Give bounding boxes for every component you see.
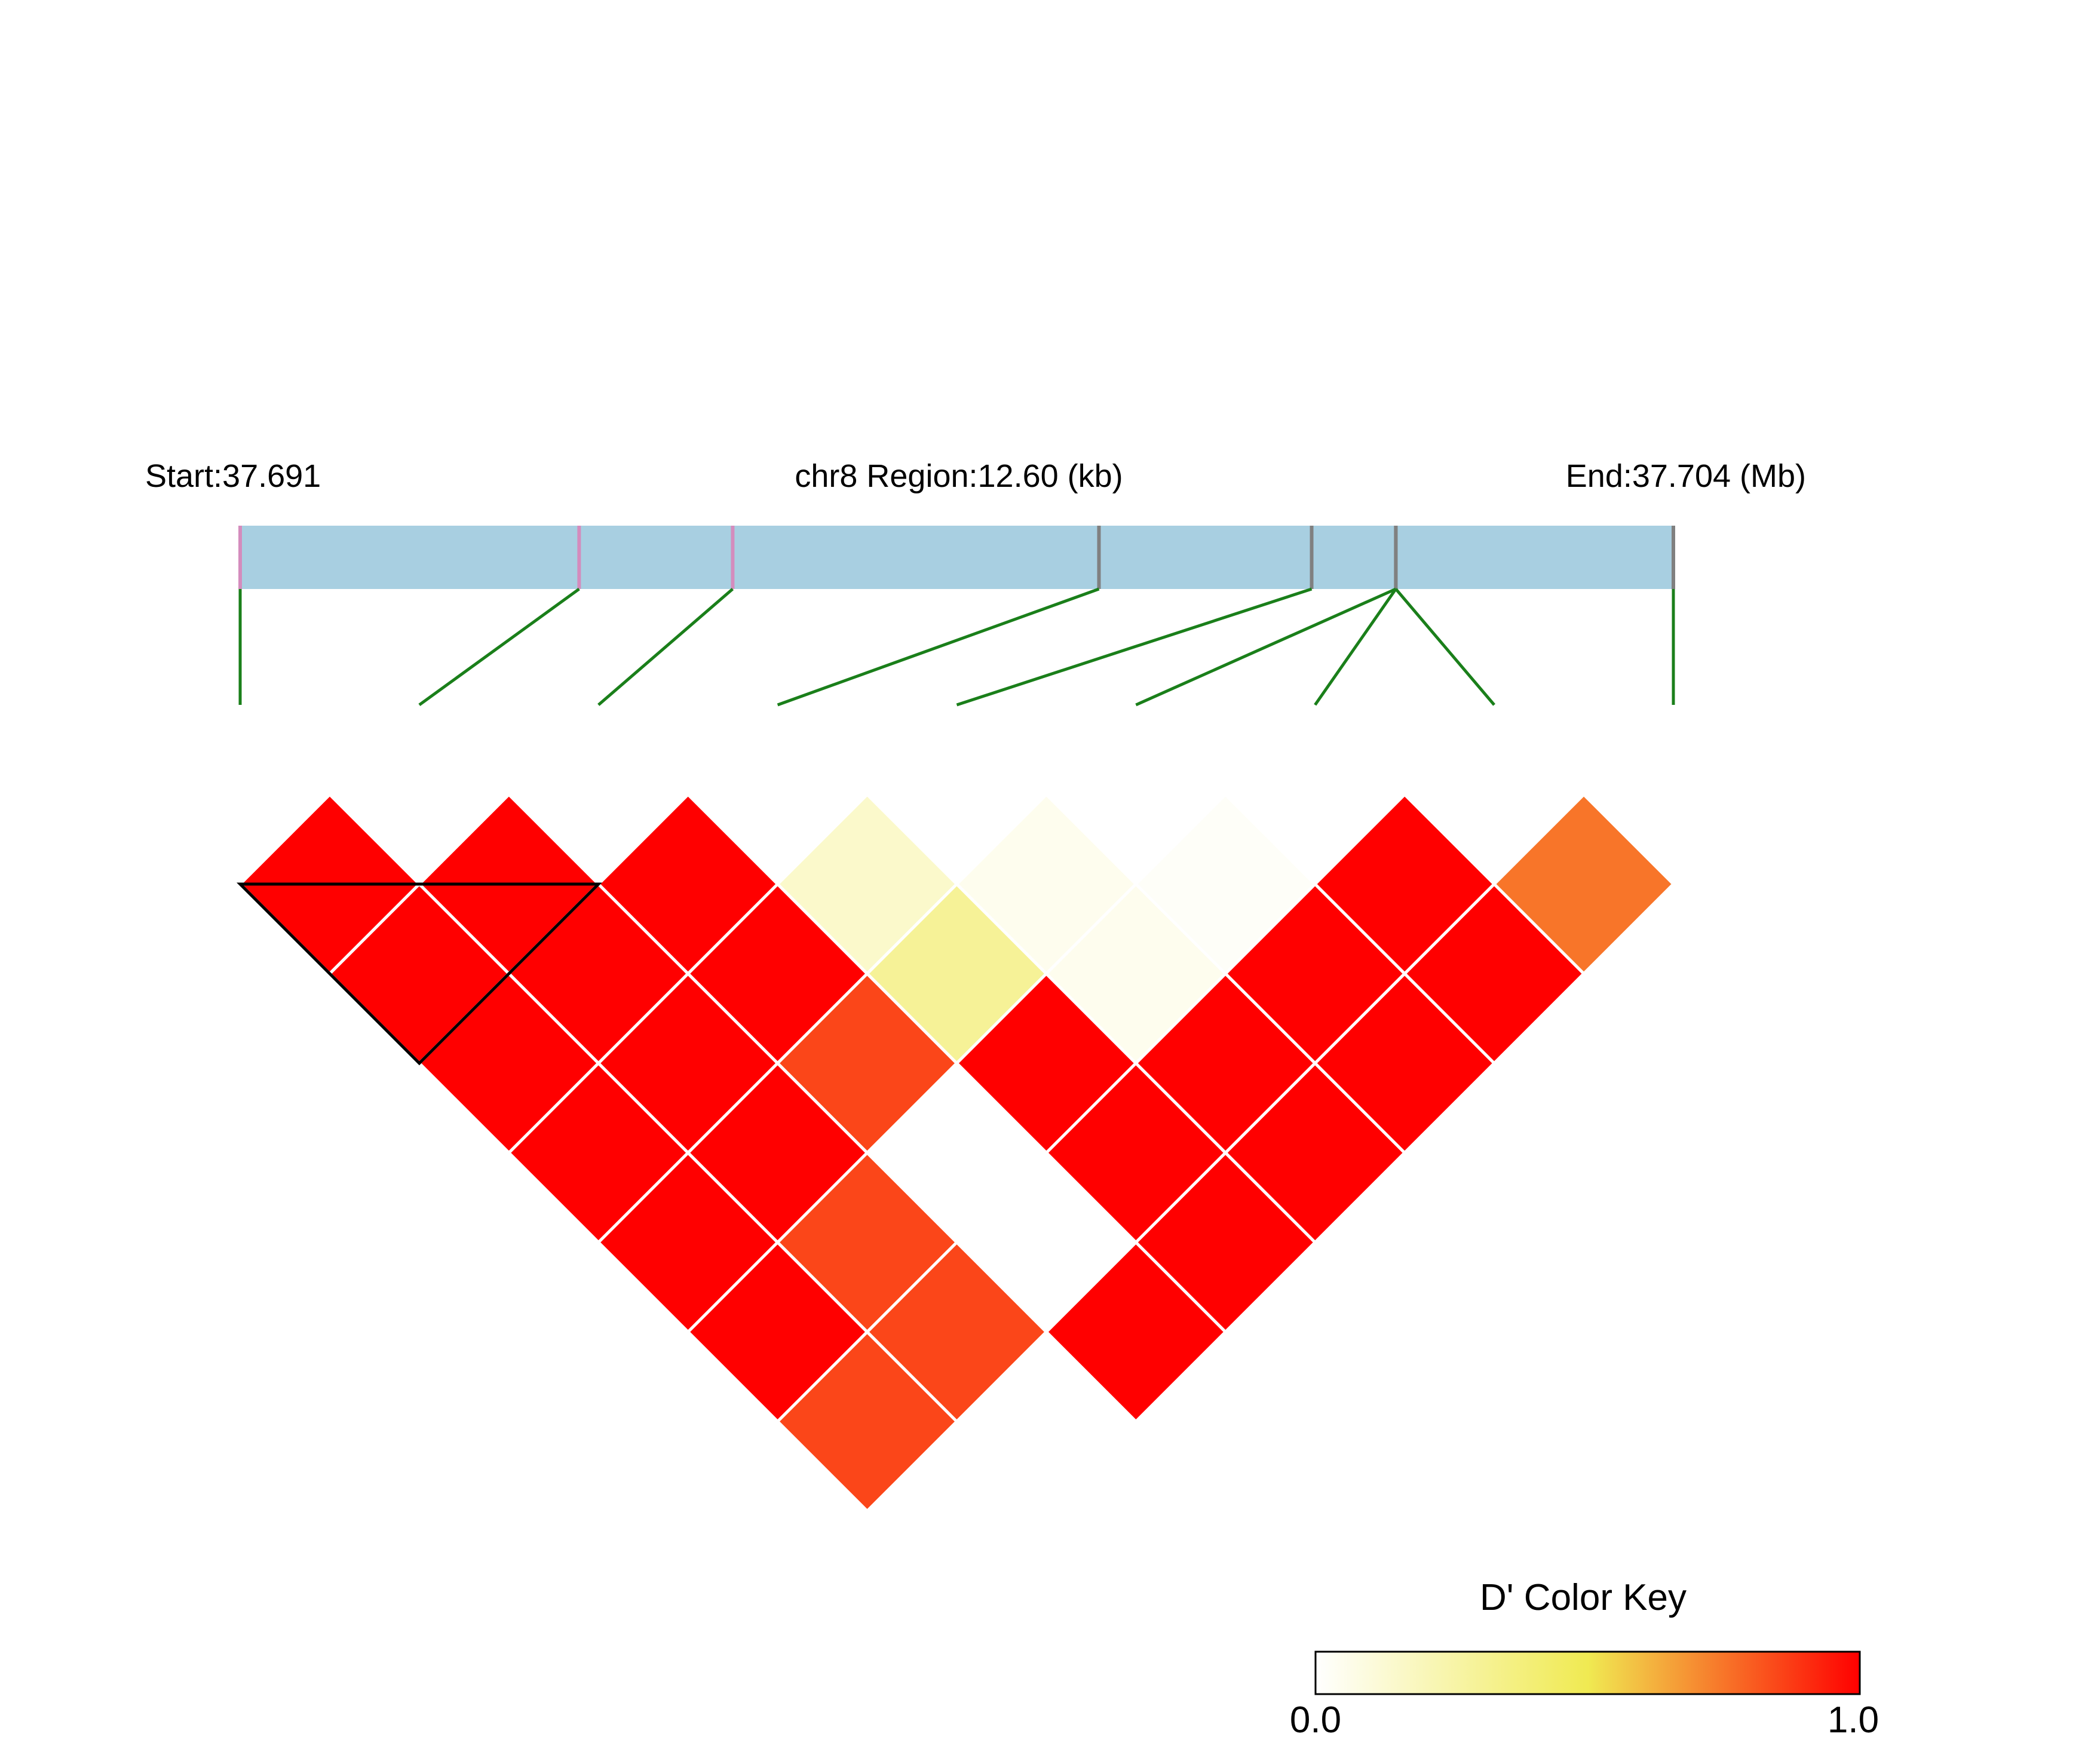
snp-connectors — [238, 587, 1675, 707]
ld-cell — [865, 1240, 1048, 1424]
snp-connector — [1394, 588, 1496, 706]
haplotype-block-outline — [236, 882, 602, 1066]
ld-cell — [1492, 792, 1676, 976]
snp-connector — [597, 588, 734, 706]
snp-connector — [956, 587, 1313, 707]
snp-ticks — [238, 526, 1675, 589]
legend-color-bar — [1314, 1651, 1861, 1695]
legend-min-label: 0.0 — [1290, 1699, 1341, 1741]
ld-blocks — [236, 882, 602, 1066]
start-label: Start:37.691 — [145, 458, 321, 494]
snp-connector — [777, 587, 1100, 707]
legend-max-label: 1.0 — [1828, 1699, 1879, 1741]
ld-cells — [238, 792, 1676, 1514]
legend-title: D' Color Key — [1480, 1577, 1687, 1618]
chromosome-region-bar — [240, 526, 1673, 589]
snp-connector — [1314, 588, 1397, 706]
snp-connector — [418, 587, 580, 707]
snp-connector — [1135, 587, 1397, 707]
end-label: End:37.704 (Mb) — [1566, 458, 1806, 494]
region-label: chr8 Region:12.60 (kb) — [795, 458, 1123, 494]
